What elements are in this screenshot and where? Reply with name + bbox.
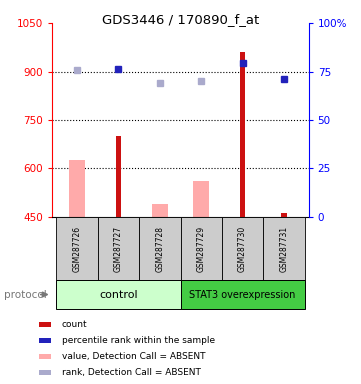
Text: value, Detection Call = ABSENT: value, Detection Call = ABSENT: [62, 352, 205, 361]
Bar: [116, 136, 121, 217]
Text: protocol: protocol: [4, 290, 46, 300]
Bar: [39, 338, 51, 343]
Text: GSM287729: GSM287729: [197, 225, 206, 272]
Text: GDS3446 / 170890_f_at: GDS3446 / 170890_f_at: [102, 13, 259, 26]
Bar: [263, 217, 305, 280]
Text: rank, Detection Call = ABSENT: rank, Detection Call = ABSENT: [62, 368, 201, 377]
Text: percentile rank within the sample: percentile rank within the sample: [62, 336, 215, 345]
Text: count: count: [62, 319, 87, 329]
Text: GSM287728: GSM287728: [155, 226, 164, 271]
Bar: [56, 217, 98, 280]
Text: control: control: [99, 290, 138, 300]
Bar: [39, 322, 51, 327]
Bar: [180, 280, 305, 309]
Text: GSM287731: GSM287731: [279, 225, 288, 272]
Bar: [98, 217, 139, 280]
Text: GSM287726: GSM287726: [73, 225, 82, 272]
Bar: [193, 181, 209, 217]
Bar: [39, 354, 51, 359]
Bar: [69, 161, 85, 217]
Bar: [222, 217, 263, 280]
Bar: [152, 204, 168, 217]
Bar: [180, 217, 222, 280]
Bar: [56, 280, 180, 309]
Bar: [240, 52, 245, 217]
Text: STAT3 overexpression: STAT3 overexpression: [189, 290, 296, 300]
Bar: [139, 217, 180, 280]
Bar: [39, 370, 51, 375]
Text: GSM287727: GSM287727: [114, 225, 123, 272]
Text: GSM287730: GSM287730: [238, 225, 247, 272]
Bar: [281, 213, 287, 217]
